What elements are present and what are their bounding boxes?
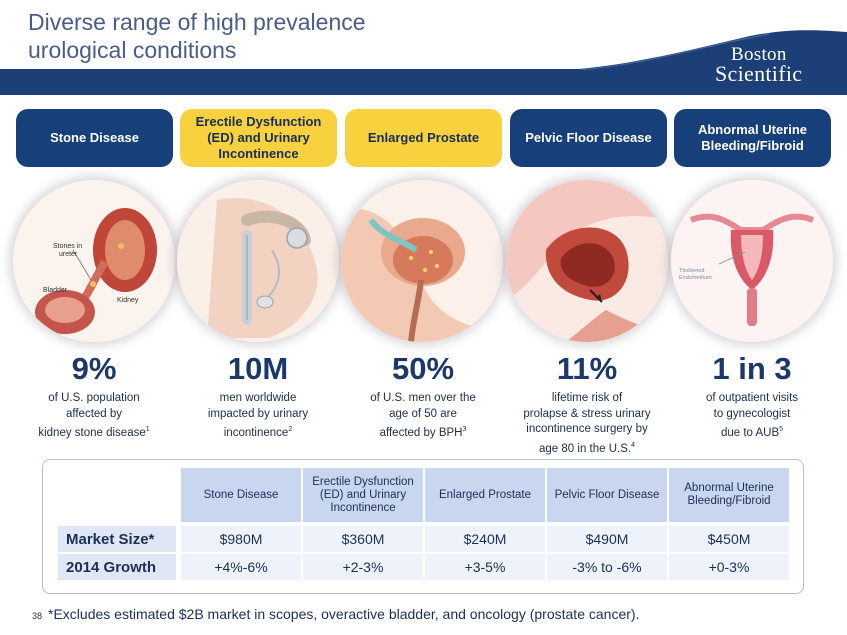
table-cell: +3-5%: [425, 554, 545, 580]
table-header-stone-disease: Stone Disease: [181, 468, 301, 522]
table-header-aub-fibroid: Abnormal Uterine Bleeding/Fibroid: [669, 468, 789, 522]
header-label: Abnormal Uterine Bleeding/Fibroid: [684, 482, 774, 507]
stat-value: 1 in 3: [712, 351, 792, 386]
stat-description: men worldwide impacted by urinary incont…: [175, 391, 341, 441]
stat-line: age of 50 are: [389, 407, 457, 420]
stat-line: men worldwide: [219, 392, 297, 404]
label-ureter: ureter: [59, 251, 78, 258]
stat-stone-disease: 9% of U.S. population affected by kidney…: [11, 351, 177, 441]
page-title-line-1: Diverse range of high prevalence: [28, 9, 366, 35]
table-cell: $360M: [303, 526, 423, 552]
footnote-ref: 2: [288, 426, 293, 433]
footnote: 38 *Excludes estimated $2B market in scop…: [32, 606, 639, 622]
enlarged-prostate-illustration: [341, 180, 503, 342]
category-enlarged-prostate: Enlarged Prostate: [345, 109, 502, 167]
header-swoosh: [560, 30, 847, 70]
table-header-pelvic-floor: Pelvic Floor Disease: [547, 468, 667, 522]
category-pelvic-floor: Pelvic Floor Disease: [510, 109, 667, 167]
stat-value: 9%: [71, 351, 117, 386]
label-thickened: Thickened: [679, 268, 704, 274]
table-cell: $980M: [181, 526, 301, 552]
stat-description: of outpatient visits to gynecologist due…: [669, 391, 835, 441]
stat-description: of U.S. population affected by kidney st…: [11, 391, 177, 441]
stat-line: affected by BPH: [379, 426, 463, 439]
kidney-stone-illustration: Stones in ureter Bladder Kidney: [13, 180, 175, 342]
logo-line-2: Scientific: [715, 61, 803, 86]
category-ed-incontinence: Erectile Dysfunction (ED) and Urinary In…: [180, 109, 337, 167]
table-cell: -3% to -6%: [547, 554, 667, 580]
page-title: Diverse range of high prevalence urologi…: [28, 8, 548, 64]
boston-scientific-logo: Boston Scientific: [705, 44, 830, 86]
uterus-illustration: Thickened Endometrium: [671, 180, 833, 342]
footnote-ref: 5: [779, 426, 784, 433]
label-endometrium: Endometrium: [679, 275, 712, 281]
category-label: Erectile Dysfunction (ED) and Urinary In…: [195, 114, 322, 161]
label-stones-in: Stones in: [53, 243, 82, 250]
footnote-text: *Excludes estimated $2B market in scopes…: [48, 606, 640, 622]
stat-description: of U.S. men over the age of 50 are affec…: [340, 391, 506, 441]
table-cell: +0-3%: [669, 554, 789, 580]
stat-line: of U.S. population: [48, 392, 140, 404]
stat-line: incontinence: [223, 426, 289, 439]
stat-description: lifetime risk of prolapse & stress urina…: [504, 391, 670, 457]
header-label: Pelvic Floor Disease: [554, 488, 660, 501]
category-aub-fibroid: Abnormal Uterine Bleeding/Fibroid: [674, 109, 831, 167]
stat-line: of U.S. men over the: [370, 392, 476, 404]
stat-aub-fibroid: 1 in 3 of outpatient visits to gynecolog…: [669, 351, 835, 441]
header-band: [0, 69, 847, 95]
table-cell: +4%-6%: [181, 554, 301, 580]
label-bladder: Bladder: [43, 287, 68, 294]
stat-line: lifetime risk of: [551, 392, 623, 404]
header-label: Erectile Dysfunction (ED) and Urinary In…: [312, 475, 414, 514]
stat-line: incontinence surgery by: [526, 423, 648, 435]
stat-ed-incontinence: 10M men worldwide impacted by urinary in…: [175, 351, 341, 441]
category-label: Abnormal Uterine Bleeding/Fibroid: [697, 122, 808, 153]
table-cell: +2-3%: [303, 554, 423, 580]
table-header-enlarged-prostate: Enlarged Prostate: [425, 468, 545, 522]
table-cell: $240M: [425, 526, 545, 552]
table-header-ed-incontinence: Erectile Dysfunction (ED) and Urinary In…: [303, 468, 423, 522]
stat-enlarged-prostate: 50% of U.S. men over the age of 50 are a…: [340, 351, 506, 441]
header-label: Stone Disease: [203, 488, 279, 501]
row-label-market-size: Market Size*: [58, 526, 176, 552]
stat-line: kidney stone disease: [38, 426, 146, 439]
stat-value: 10M: [227, 351, 289, 386]
footnote-ref: 1: [145, 426, 150, 433]
logo-line-1: Boston: [731, 44, 787, 65]
stat-value: 11%: [556, 351, 618, 386]
category-label: Stone Disease: [50, 130, 139, 145]
category-label: Pelvic Floor Disease: [525, 130, 652, 145]
stat-line: prolapse & stress urinary: [523, 407, 651, 420]
pelvic-floor-illustration: [506, 180, 668, 342]
label-kidney: Kidney: [117, 297, 139, 304]
stat-line: of outpatient visits: [705, 392, 799, 404]
footnote-ref: 4: [631, 441, 635, 449]
header-label: Enlarged Prostate: [438, 488, 532, 501]
stat-line: impacted by urinary: [207, 407, 309, 420]
table-cell: $490M: [547, 526, 667, 552]
stat-line: due to AUB: [720, 426, 780, 439]
page-title-line-2: urological conditions: [28, 37, 237, 63]
stat-value: 50%: [391, 351, 455, 386]
ed-device-illustration: [177, 180, 339, 342]
table-cell: $450M: [669, 526, 789, 552]
footnote-ref: 3: [462, 426, 467, 433]
row-label-2014-growth: 2014 Growth: [58, 554, 176, 580]
stat-pelvic-floor: 11% lifetime risk of prolapse & stress u…: [504, 351, 670, 457]
stat-line: affected by: [65, 407, 123, 420]
category-label: Enlarged Prostate: [367, 130, 480, 145]
stat-line: age 80 in the U.S.: [539, 442, 632, 455]
page-number: 38: [32, 611, 43, 621]
stat-line: to gynecologist: [713, 407, 791, 420]
category-stone-disease: Stone Disease: [16, 109, 173, 167]
